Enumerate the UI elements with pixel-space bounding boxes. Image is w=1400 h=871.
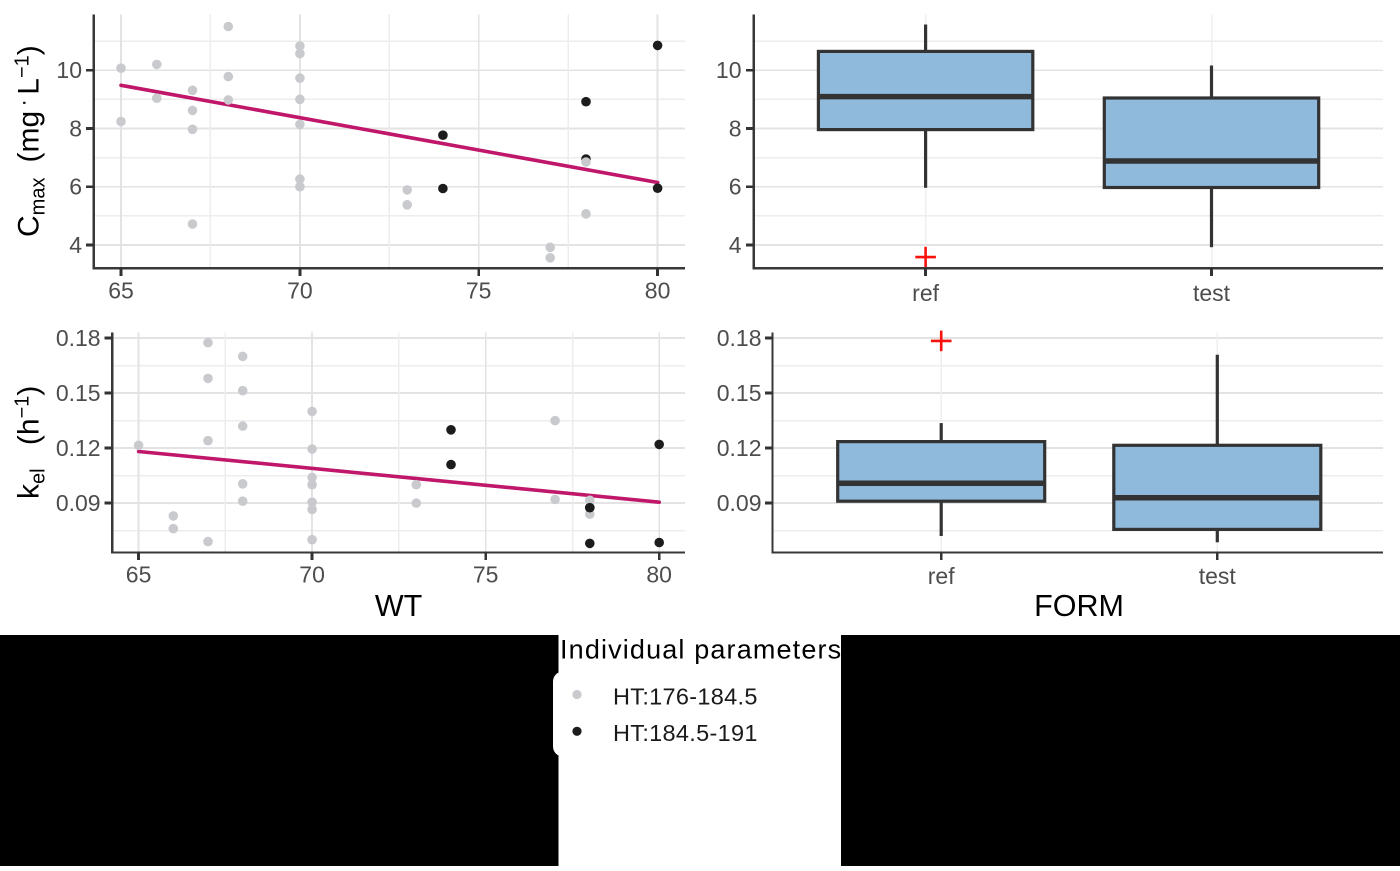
svg-text:65: 65 <box>126 562 152 588</box>
svg-text:0.18: 0.18 <box>717 325 762 351</box>
svg-text:test: test <box>1193 280 1231 306</box>
svg-text:0.15: 0.15 <box>717 380 762 406</box>
svg-text:HT:176-184.5: HT:176-184.5 <box>613 684 758 710</box>
svg-text:0.12: 0.12 <box>717 435 762 461</box>
svg-text:8: 8 <box>729 116 742 142</box>
svg-text:6: 6 <box>69 174 82 200</box>
svg-text:75: 75 <box>473 562 499 588</box>
svg-text:HT:184.5-191: HT:184.5-191 <box>613 720 758 746</box>
svg-text:65: 65 <box>108 278 134 304</box>
svg-text:FORM: FORM <box>1034 589 1124 623</box>
svg-text:80: 80 <box>646 562 672 588</box>
svg-text:70: 70 <box>299 562 325 588</box>
svg-text:kel (h−1): kel (h−1) <box>12 386 50 499</box>
svg-text:75: 75 <box>466 278 492 304</box>
svg-text:4: 4 <box>69 232 82 258</box>
svg-text:test: test <box>1199 563 1237 589</box>
svg-text:8: 8 <box>69 116 82 142</box>
svg-text:10: 10 <box>56 57 82 83</box>
svg-text:4: 4 <box>729 232 742 258</box>
svg-text:WT: WT <box>375 589 422 623</box>
svg-text:10: 10 <box>716 57 742 83</box>
svg-text:70: 70 <box>287 278 313 304</box>
svg-text:0.09: 0.09 <box>56 490 101 516</box>
svg-text:Cmax (mg · L−1): Cmax (mg · L−1) <box>11 45 50 237</box>
svg-text:6: 6 <box>729 174 742 200</box>
svg-text:0.09: 0.09 <box>717 490 762 516</box>
svg-text:ref: ref <box>928 563 955 589</box>
svg-text:0.15: 0.15 <box>56 380 101 406</box>
svg-text:ref: ref <box>912 280 939 306</box>
svg-text:80: 80 <box>645 278 671 304</box>
svg-text:0.12: 0.12 <box>56 435 101 461</box>
svg-text:0.18: 0.18 <box>56 325 101 351</box>
svg-text:Individual parameters: Individual parameters <box>560 635 842 665</box>
